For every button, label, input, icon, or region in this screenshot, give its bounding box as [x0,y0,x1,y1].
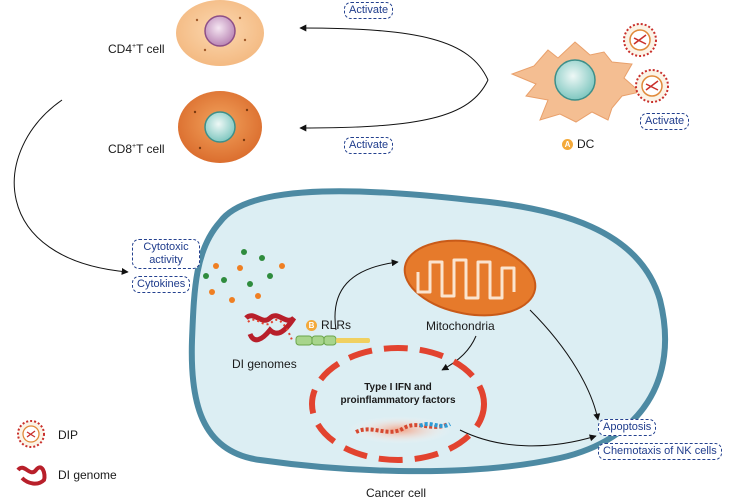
activate-tag-cd8: Activate [344,137,394,154]
ifn-dna-strand-blue [418,422,452,428]
rlrs-badge: B [306,320,317,331]
cytotoxic-activity-tag: Cytotoxic activity [132,239,200,269]
apoptosis-tag: Apoptosis [598,419,657,436]
ifn-line-2: proinflammatory factors [340,395,456,406]
activate-arrow-cd8 [299,79,489,132]
rlr-receptor [295,335,370,346]
cd8-t-cell [178,91,262,163]
cd8-to-cancer-arrow [13,99,129,275]
activate-tag-dc: Activate [640,113,690,130]
dendritic-cell [510,41,642,123]
activate-tag-cd4: Activate [344,2,394,19]
legend-dip-icon [17,420,45,448]
di-genome-coil [244,313,297,343]
dc-badge: A [562,139,573,150]
legend-dip-label: DIP [58,428,79,442]
cd8-label: CD8+T cell [108,142,165,156]
nucleus-envelope [309,345,487,463]
mito-to-nucleus-arrow [441,335,477,371]
legend-di-genome-icon [16,465,47,486]
ifn-line-1: Type I IFN and [364,382,432,393]
di-genomes-label: DI genomes [232,357,297,371]
rlrs-label: B RLRs [306,318,351,332]
cd4-t-cell [176,0,264,66]
cd4-label: CD4+T cell [108,42,165,56]
cancer-cell-label: Cancer cell [365,486,427,500]
cytokines-tag: Cytokines [132,276,191,293]
dip-particle-2 [635,69,669,103]
nucleus-to-outcome-arrow [459,429,597,447]
activate-arrow-cd4 [299,24,489,81]
mito-to-apoptosis-arrow [529,309,601,421]
rlr-to-mito-arrow [334,259,399,331]
legend-di-genome-label: DI genome [58,468,117,482]
cytokine-particles [203,249,285,303]
chemotaxis-tag: Chemotaxis of NK cells [598,443,722,460]
mitochondria [403,239,537,317]
dc-label: A DC [562,137,594,151]
dip-particle-1 [623,23,657,57]
mitochondria-label: Mitochondria [426,319,495,333]
